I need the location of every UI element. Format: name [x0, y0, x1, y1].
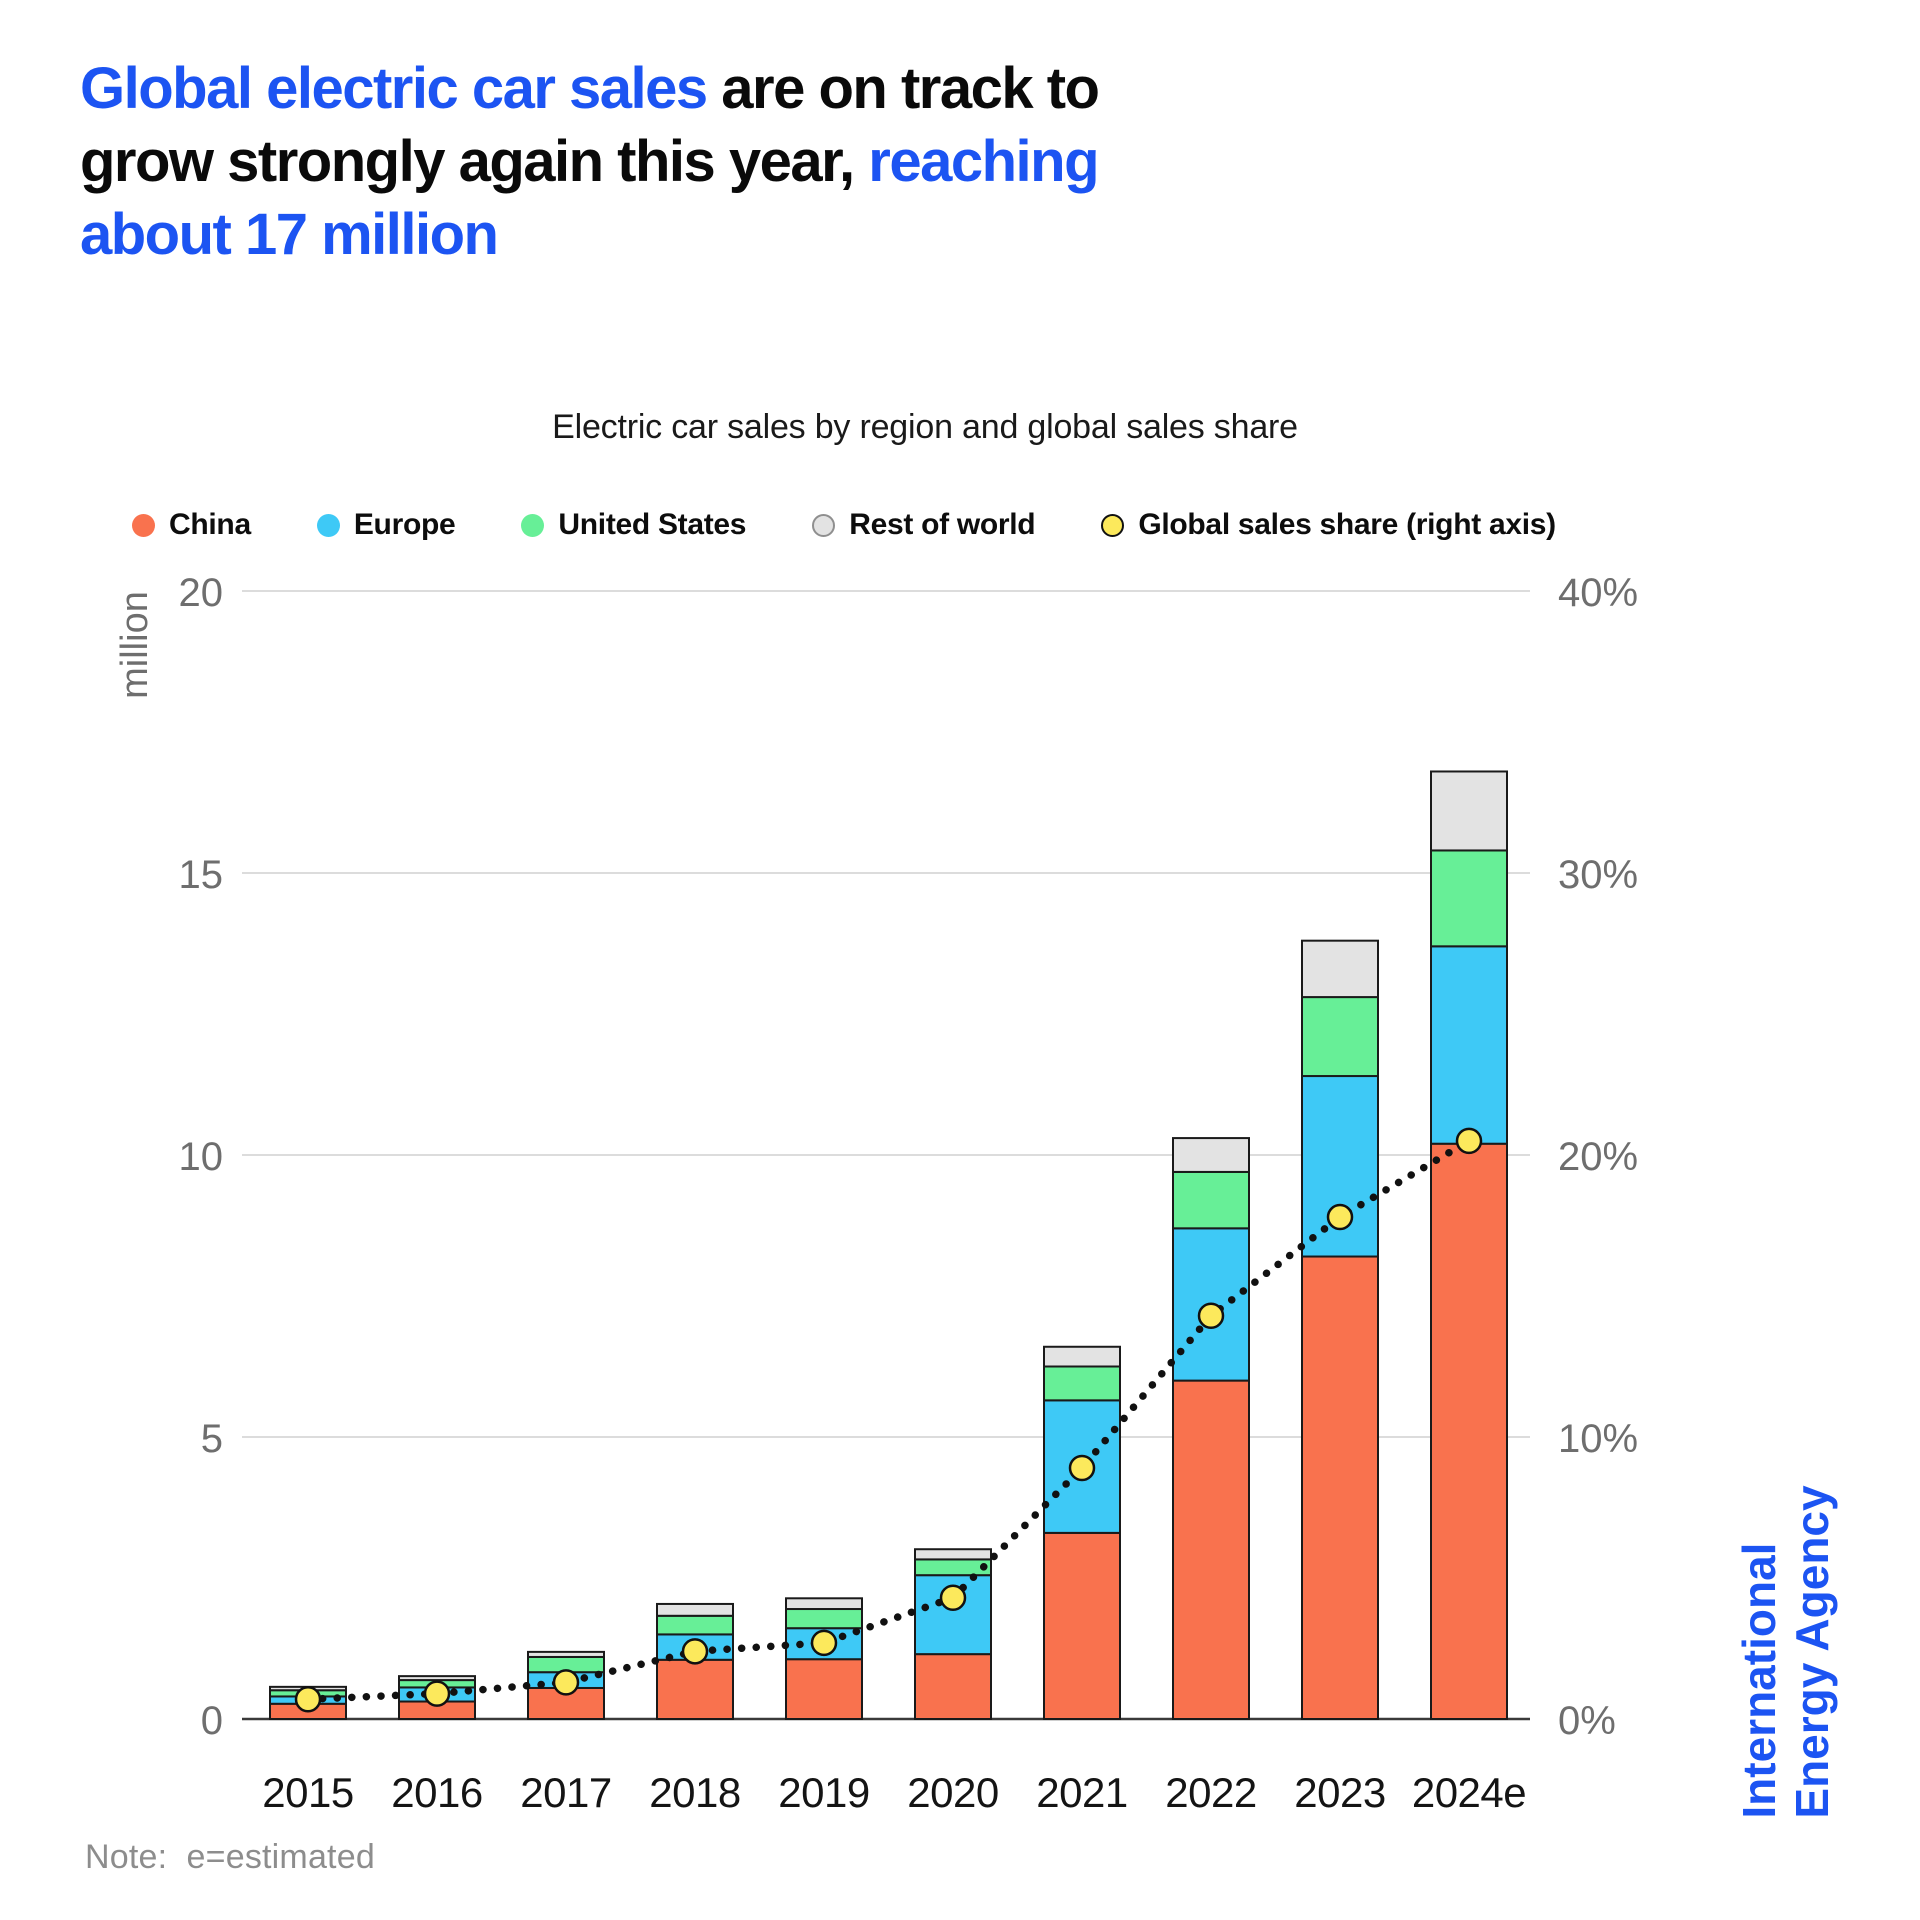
bar-segment-2018-china: [656, 1658, 734, 1721]
x-axis-label-2017: 2017: [520, 1769, 611, 1816]
chart-note: Note: e=estimated: [85, 1838, 375, 1876]
share-marker-2017: [552, 1669, 580, 1696]
y-axis-tick-left-0: 0: [201, 1699, 223, 1743]
x-axis-label-2020: 2020: [907, 1769, 998, 1816]
y-axis-tick-right-10%: 10%: [1558, 1417, 1638, 1461]
x-axis-label-2021: 2021: [1036, 1769, 1127, 1816]
share-marker-2018: [681, 1638, 709, 1665]
bar-segment-2017-rest-of-world: [527, 1650, 605, 1658]
legend-item-europe: Europe: [316, 508, 456, 542]
x-axis-label-2023: 2023: [1294, 1769, 1385, 1816]
bar-segment-2021-china: [1043, 1531, 1121, 1720]
x-axis-label-2018: 2018: [649, 1769, 740, 1816]
title-highlight-1: Global electric car sales: [80, 56, 708, 121]
legend-label: United States: [558, 508, 747, 541]
bar-segment-2018-united-states: [656, 1614, 734, 1636]
bar-segment-2024e-europe: [1430, 945, 1508, 1145]
bar-segment-2020-china: [914, 1653, 992, 1721]
title-text-1: are on track to: [706, 56, 1100, 121]
y-axis-tick-left-10: 10: [179, 1135, 224, 1179]
bar-segment-2020-united-states: [914, 1558, 992, 1577]
title-line-1: Global electric car sales are on track t…: [80, 52, 1100, 125]
bar-segment-2016-rest-of-world: [398, 1675, 476, 1682]
bar-segment-2020-rest-of-world: [914, 1548, 992, 1561]
legend-item-china: China: [132, 508, 251, 542]
bar-segment-2021-united-states: [1043, 1365, 1121, 1402]
share-marker-2022: [1197, 1302, 1225, 1329]
x-axis-label-2015: 2015: [262, 1769, 353, 1816]
legend-marker-icon: [316, 513, 340, 537]
title-line-3: about 17 million: [80, 198, 1098, 271]
bar-segment-2019-china: [785, 1658, 863, 1720]
y-axis-tick-left-20: 20: [179, 571, 224, 615]
legend-marker-icon: [132, 513, 155, 537]
y-axis-tick-left-5: 5: [201, 1417, 223, 1461]
title-highlight-2: reaching: [868, 129, 1099, 194]
x-axis-label-2024e: 2024e: [1412, 1769, 1526, 1816]
bar-segment-2021-rest-of-world: [1043, 1345, 1121, 1368]
title-highlight-3: about 17 million: [80, 202, 499, 267]
global-sales-share-line: [304, 1137, 1473, 1704]
legend-item-united-states: United States: [521, 508, 747, 542]
bar-segment-2019-united-states: [785, 1608, 863, 1630]
share-marker-2021: [1068, 1454, 1096, 1482]
bar-segment-2023-united-states: [1301, 996, 1379, 1078]
bar-segment-2017-china: [527, 1686, 605, 1720]
x-axis-label-2022: 2022: [1165, 1769, 1256, 1816]
bar-segment-2023-china: [1301, 1255, 1379, 1721]
legend-label: China: [169, 508, 251, 541]
share-marker-2016: [423, 1680, 451, 1707]
y-axis-unit-label: million: [114, 591, 156, 699]
iea-logo-text: International Energy Agency: [1733, 1485, 1839, 1818]
legend-marker-icon: [521, 513, 545, 537]
y-axis-tick-right-20%: 20%: [1558, 1135, 1638, 1179]
share-marker-2019: [810, 1629, 838, 1657]
legend-marker-icon: [1101, 513, 1125, 537]
title-text-2: grow strongly again this year,: [80, 129, 869, 194]
bar-segment-2024e-united-states: [1430, 849, 1508, 948]
bar-segment-2024e-china: [1430, 1142, 1508, 1720]
legend-label: Europe: [353, 508, 456, 541]
bar-segment-2024e-rest-of-world: [1430, 770, 1508, 852]
y-axis-tick-right-0%: 0%: [1558, 1699, 1616, 1743]
chart-legend: China Europe United States Rest of world Glo…: [132, 508, 1556, 542]
chart-subtitle: Electric car sales by region and global …: [552, 408, 1298, 446]
title-line-2: grow strongly again this year, reaching: [80, 125, 1100, 198]
iea-logo-line-1: International: [1733, 1542, 1785, 1819]
legend-item-global-sales-share-right-axis: Global sales share (right axis): [1101, 508, 1556, 542]
bar-segment-2022-china: [1172, 1379, 1250, 1720]
x-axis-label-2019: 2019: [778, 1769, 869, 1816]
share-marker-2015: [294, 1686, 322, 1713]
bar-segment-2019-rest-of-world: [785, 1597, 863, 1611]
y-axis-tick-left-15: 15: [179, 853, 224, 897]
share-marker-2023: [1326, 1203, 1354, 1231]
share-marker-2020: [939, 1584, 967, 1611]
iea-logo-line-2: Energy Agency: [1786, 1485, 1838, 1819]
bar-segment-2023-rest-of-world: [1301, 939, 1379, 999]
x-axis-label-2016: 2016: [391, 1769, 482, 1816]
bar-segment-2022-united-states: [1172, 1170, 1250, 1230]
bar-segment-2022-rest-of-world: [1172, 1137, 1250, 1173]
bar-segment-2018-rest-of-world: [656, 1602, 734, 1617]
legend-label: Rest of world: [849, 508, 1036, 541]
y-axis-tick-right-30%: 30%: [1558, 853, 1638, 897]
share-marker-2024e: [1455, 1127, 1483, 1155]
page-title: Global electric car sales are on track t…: [80, 52, 1100, 271]
y-axis-tick-right-40%: 40%: [1558, 571, 1638, 615]
legend-item-rest-of-world: Rest of world: [812, 508, 1036, 542]
legend-label: Global sales share (right axis): [1138, 508, 1556, 541]
legend-marker-icon: [812, 513, 836, 537]
